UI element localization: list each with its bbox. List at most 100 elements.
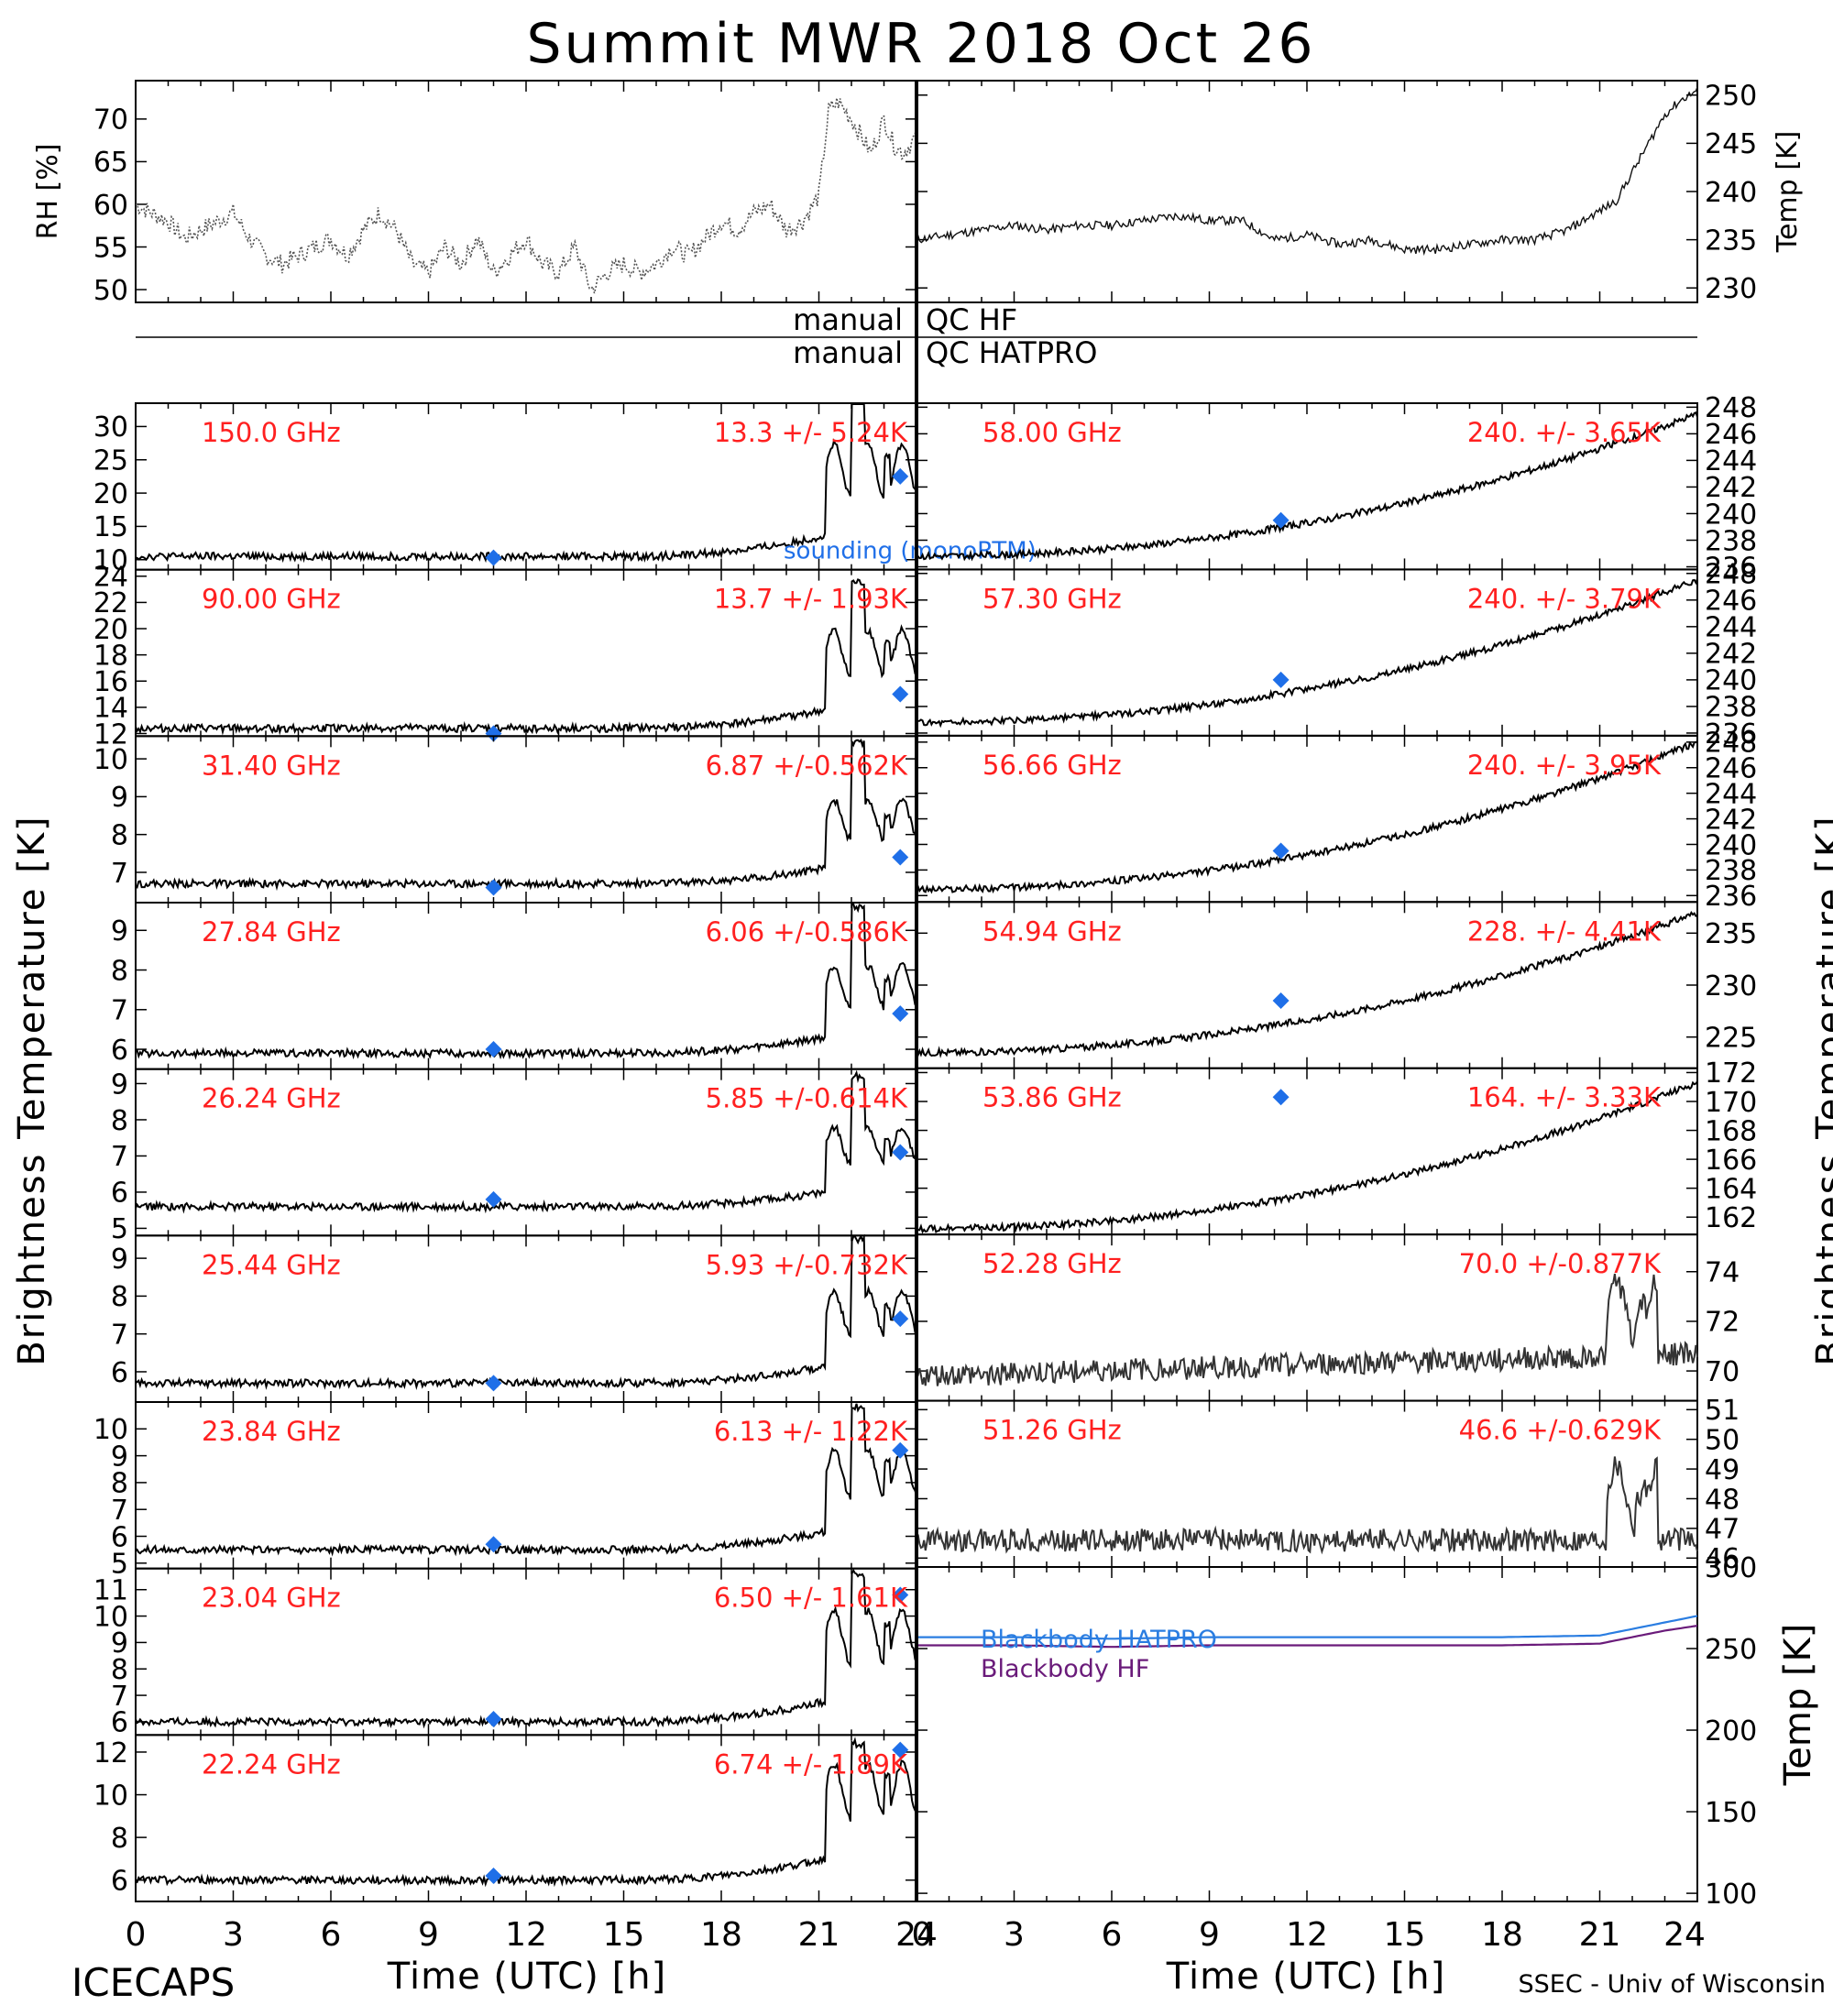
hf-panel-ytick-label: 10 — [93, 1414, 128, 1446]
qc-hf-label: QC HF — [926, 302, 1017, 337]
hf-series — [135, 739, 917, 892]
bb-panel-ytick-label: 200 — [1705, 1715, 1757, 1748]
sounding-marker — [1272, 1089, 1290, 1106]
sounding-marker — [892, 1586, 909, 1604]
hf-panel-ytick-label: 5 — [111, 1549, 128, 1581]
hf-channel-label: 90.00 GHz — [202, 584, 341, 615]
hf-series — [135, 902, 917, 1060]
sounding-marker — [892, 1310, 909, 1328]
hf-channel-label: 23.84 GHz — [202, 1416, 341, 1447]
hf-channel-stats: 6.06 +/-0.586K — [706, 916, 908, 948]
x-tick-label: 21 — [1579, 1916, 1621, 1954]
hatpro-panel-ytick-label: 74 — [1705, 1257, 1740, 1289]
hatpro-channel-stats: 240. +/- 3.95K — [1467, 750, 1662, 781]
hf-channel-stats: 6.74 +/- 1.89K — [714, 1748, 908, 1780]
sounding-marker — [485, 879, 502, 896]
hf-panel-ytick-label: 22 — [93, 587, 128, 619]
hf-channel-label: 25.44 GHz — [202, 1249, 341, 1280]
hf-panel-ytick-label: 5 — [111, 1213, 128, 1245]
hf-panel-ytick-label: 11 — [93, 1575, 128, 1607]
hf-channel-stats: 5.85 +/-0.614K — [706, 1083, 908, 1114]
hf-panel-ytick-label: 20 — [93, 614, 128, 646]
hatpro-panel-ytick-label: 236 — [1705, 718, 1757, 751]
x-tick-label: 24 — [895, 1916, 938, 1954]
hf-series — [135, 1737, 917, 1888]
hf-panel-ytick-label: 8 — [111, 1654, 128, 1686]
hf-panel-ytick-label: 30 — [93, 411, 128, 444]
hatpro-channel-stats: 240. +/- 3.79K — [1467, 583, 1662, 614]
hf-panel-3: 6 7 8 9 27.84 GHz 6.06 +/-0.586K — [111, 902, 917, 1070]
hatpro-channel-stats: 240. +/- 3.65K — [1467, 417, 1662, 448]
hf-panel-ytick-label: 9 — [111, 782, 128, 814]
hatpro-panel-5: 70 72 74 52.28 GHz 70.0 +/-0.877K — [916, 1233, 1740, 1402]
hf-channel-label: 31.40 GHz — [202, 750, 341, 781]
sounding-marker — [485, 1041, 502, 1058]
sounding-marker — [1272, 992, 1290, 1010]
hatpro-panel-ytick-label: 225 — [1705, 1022, 1757, 1054]
hf-series — [135, 1233, 917, 1391]
rh-panel-ytick-label: 55 — [93, 232, 128, 264]
hf-channel-stats: 6.13 +/- 1.22K — [714, 1416, 908, 1447]
hatpro-panel-ytick-label: 162 — [1705, 1202, 1757, 1234]
x-tick-label: 15 — [1384, 1916, 1426, 1954]
hatpro-channel-label: 56.66 GHz — [982, 750, 1122, 781]
hf-panel-ytick-label: 9 — [111, 1627, 128, 1660]
hf-series — [135, 403, 917, 564]
hatpro-panel-ytick-label: 46 — [1705, 1543, 1740, 1575]
hf-panel-ytick-label: 8 — [111, 819, 128, 851]
left-xtick-labels: 0 3 6 9 12 15 18 21 24 — [126, 1916, 938, 1954]
temp-panel-ytick-label: 250 — [1705, 81, 1757, 113]
hatpro-channel-stats: 46.6 +/-0.629K — [1459, 1415, 1662, 1446]
hatpro-panel-ytick-label: 238 — [1705, 692, 1757, 724]
hf-panel-ytick-label: 8 — [111, 1823, 128, 1855]
sounding-marker — [892, 685, 909, 703]
rh-panel-ytick-label: 70 — [93, 104, 128, 137]
sounding-marker — [892, 1741, 909, 1759]
hf-channel-label: 23.04 GHz — [202, 1583, 341, 1614]
sounding-marker — [892, 1005, 909, 1023]
hf-channel-label: 150.0 GHz — [202, 417, 341, 448]
hatpro-panel-ytick-label: 242 — [1705, 804, 1757, 836]
temp-series — [916, 86, 1698, 257]
hatpro-panel-ytick-label: 240 — [1705, 665, 1757, 697]
hatpro-panel-ytick-label: 246 — [1705, 753, 1757, 785]
x-tick-label: 18 — [1481, 1916, 1523, 1954]
hf-channel-label: 27.84 GHz — [202, 916, 341, 948]
hf-channel-label: 22.24 GHz — [202, 1748, 341, 1780]
hf-channel-stats: 6.50 +/- 1.61K — [714, 1583, 908, 1614]
sounding-marker — [485, 1868, 502, 1885]
sounding-marker — [485, 725, 502, 742]
sounding-marker — [892, 849, 909, 866]
hatpro-series — [916, 578, 1698, 729]
hf-panel-ytick-label: 8 — [111, 1468, 128, 1500]
hatpro-panel-ytick-label: 235 — [1705, 918, 1757, 950]
hf-series — [135, 1069, 917, 1214]
sounding-marker — [1272, 671, 1290, 688]
left-ylabel: Brightness Temperature [K] — [11, 815, 53, 1365]
hatpro-panel-ytick-label: 50 — [1705, 1424, 1740, 1456]
right-xlabel: Time (UTC) [h] — [1166, 1956, 1445, 1998]
hatpro-channel-label: 54.94 GHz — [982, 915, 1122, 947]
x-tick-label: 3 — [1004, 1916, 1025, 1954]
hatpro-panel-ytick-label: 48 — [1705, 1484, 1740, 1516]
hatpro-series — [916, 1080, 1698, 1234]
icecaps-label: ICECAPS — [71, 1960, 235, 2005]
x-tick-label: 9 — [418, 1916, 439, 1954]
bb-hf-series — [916, 1625, 1698, 1649]
x-tick-label: 9 — [1199, 1916, 1220, 1954]
hatpro-panel-ytick-label: 170 — [1705, 1087, 1757, 1119]
x-tick-label: 15 — [603, 1916, 645, 1954]
hf-panel-ytick-label: 7 — [111, 1319, 128, 1351]
manual-label-1: manual — [793, 302, 903, 337]
hatpro-panel-ytick-label: 238 — [1705, 525, 1757, 557]
sounding-marker — [1272, 511, 1290, 529]
hf-panel-ytick-label: 9 — [111, 1068, 128, 1101]
hatpro-panel-ytick-label: 246 — [1705, 586, 1757, 618]
hf-panel-ytick-label: 12 — [93, 718, 128, 751]
hf-panel-ytick-label: 16 — [93, 666, 128, 698]
hf-channel-label: 26.24 GHz — [202, 1083, 341, 1114]
hf-channel-stats: 6.87 +/-0.562K — [706, 750, 908, 781]
